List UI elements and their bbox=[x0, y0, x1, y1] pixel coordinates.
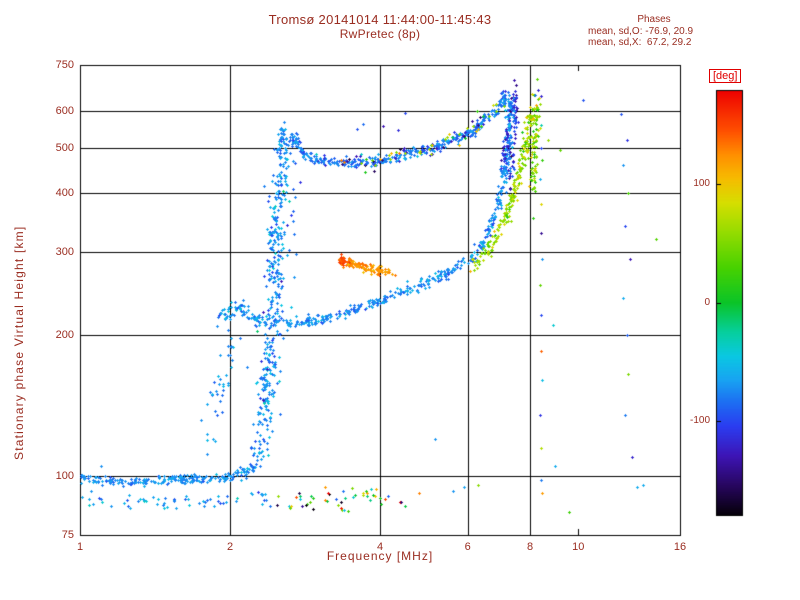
colorbar-tick-label: 0 bbox=[704, 296, 710, 308]
y-tick-label: 100 bbox=[55, 470, 74, 483]
y-tick-label: 500 bbox=[55, 141, 74, 154]
x-tick-label: 4 bbox=[376, 541, 384, 553]
phase-stats-x-mode: mean, sd,X: 67.2, 29.2 bbox=[588, 37, 692, 48]
phase-stats-o-mode: mean, sd,O: -76.9, 20.9 bbox=[588, 25, 694, 37]
x-tick-label: 2 bbox=[226, 541, 234, 553]
colorbar-unit-label: [deg] bbox=[709, 69, 742, 83]
x-tick-label: 6 bbox=[464, 541, 471, 553]
y-tick-label: 750 bbox=[55, 59, 74, 71]
y-tick-label: 300 bbox=[55, 246, 74, 259]
plot-subtitle: RwPretec (8p) bbox=[339, 27, 421, 41]
plot-title: Tromsø 20141014 11:44:00-11:45:43 bbox=[268, 12, 492, 27]
x-tick-label: 1 bbox=[76, 541, 84, 553]
phase-stats-heading: Phases bbox=[637, 14, 671, 25]
colorbar-tick-label: 100 bbox=[693, 178, 710, 190]
y-tick-label: 75 bbox=[61, 529, 74, 541]
x-axis-label: Frequency [MHz] bbox=[326, 549, 434, 563]
phase-stats-annotation: Phases mean, sd,O: -76.9, 20.9 mean, sd,… bbox=[588, 14, 720, 49]
colorbar-tick-label: -100 bbox=[689, 414, 710, 426]
y-tick-label: 200 bbox=[55, 328, 74, 341]
x-tick-label: 8 bbox=[526, 541, 534, 553]
y-tick-label: 600 bbox=[55, 104, 74, 117]
x-tick-label: 10 bbox=[572, 541, 585, 553]
y-tick-label: 400 bbox=[55, 187, 74, 200]
y-axis-label: Stationary phase Virtual Height [km] bbox=[12, 225, 26, 460]
x-tick-label: 16 bbox=[673, 541, 687, 553]
